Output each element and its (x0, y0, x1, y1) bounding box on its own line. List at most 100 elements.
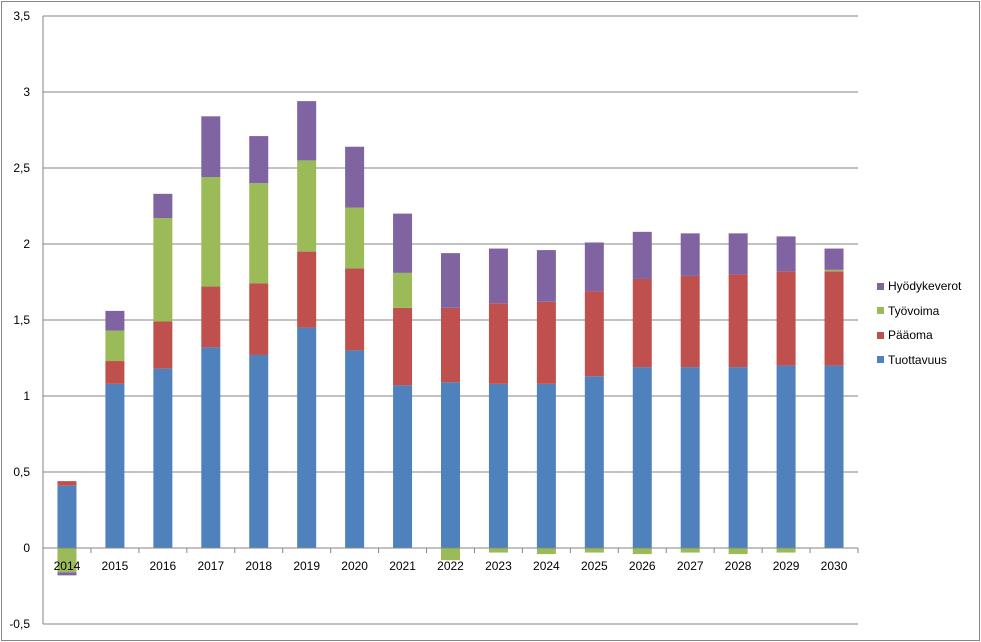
bar-segment-tuottavuus (536, 383, 556, 548)
x-tick-label: 2028 (725, 559, 752, 573)
bars (57, 101, 844, 576)
legend-item: Pääoma (877, 323, 961, 348)
bar-segment-pääoma (249, 283, 269, 355)
bar-segment-hyödykeverot (441, 253, 460, 308)
bar-segment-tuottavuus (297, 327, 317, 548)
bar-segment-työvoima (393, 272, 413, 308)
bar-segment-pääoma (536, 301, 556, 384)
bar-segment-hyödykeverot (297, 101, 317, 161)
bar-segment-tuottavuus (632, 367, 652, 548)
bar-segment-työvoima (488, 548, 508, 553)
bar-segment-pääoma (632, 278, 652, 368)
bar-segment-työvoima (201, 177, 221, 287)
bar-segment-työvoima (57, 548, 77, 573)
bar-segment-hyödykeverot (105, 310, 125, 331)
bar-segment-tuottavuus (249, 354, 269, 548)
bar-segment-hyödykeverot (345, 146, 365, 208)
bar-segment-pääoma (584, 291, 604, 377)
x-tick-label: 2022 (437, 559, 464, 573)
bar-segment-tuottavuus (201, 347, 221, 548)
bar-segment-pääoma (105, 361, 125, 384)
bar-segment-työvoima (105, 330, 125, 362)
bar-segment-työvoima (536, 548, 556, 555)
bar-segment-työvoima (824, 269, 844, 272)
bar-segment-hyödykeverot (584, 242, 604, 292)
bar-segment-hyödykeverot (776, 236, 796, 272)
legend-item: Tuottavuus (877, 348, 961, 373)
bar-segment-hyödykeverot (488, 248, 508, 304)
bar-segment-hyödykeverot (393, 213, 413, 273)
bar-segment-työvoima (249, 183, 269, 284)
x-tick-label: 2018 (245, 559, 272, 573)
x-tick-label: 2021 (389, 559, 416, 573)
x-tick-label: 2019 (293, 559, 320, 573)
x-tick-label: 2026 (629, 559, 656, 573)
legend-label: Pääoma (888, 328, 933, 343)
bar-segment-tuottavuus (57, 485, 77, 548)
bar-segment-pääoma (201, 286, 221, 348)
x-tick-label: 2014 (54, 559, 81, 573)
x-tick-label: 2024 (533, 559, 560, 573)
bar-segment-tuottavuus (105, 383, 125, 548)
x-tick-label: 2023 (485, 559, 512, 573)
y-tick-label: 0 (23, 541, 30, 555)
bar-segment-pääoma (441, 307, 460, 383)
bar-segment-pääoma (680, 275, 700, 368)
bar-segment-hyödykeverot (57, 572, 77, 576)
bar-segment-työvoima (728, 548, 748, 555)
bar-segment-hyödykeverot (153, 193, 173, 219)
x-tick-label: 2025 (581, 559, 608, 573)
bar-segment-pääoma (776, 271, 796, 366)
bar-segment-hyödykeverot (201, 116, 221, 178)
bar-segment-hyödykeverot (728, 233, 748, 275)
bar-segment-tuottavuus (728, 367, 748, 548)
bar-segment-työvoima (345, 207, 365, 269)
bar-segment-työvoima (632, 548, 652, 555)
x-tick-label: 2027 (677, 559, 704, 573)
bar-segment-pääoma (297, 251, 317, 328)
legend-swatch (877, 307, 884, 315)
y-tick-label: 2,5 (13, 161, 30, 175)
bar-segment-hyödykeverot (249, 136, 269, 184)
legend-swatch (877, 282, 884, 290)
bar-segment-tuottavuus (584, 376, 604, 548)
bar-segment-tuottavuus (153, 368, 173, 548)
legend-label: Hyödykeverot (888, 279, 962, 294)
bar-segment-hyödykeverot (824, 248, 844, 270)
x-tick-label: 2016 (150, 559, 177, 573)
y-tick-label: 1 (23, 389, 30, 403)
bar-segment-pääoma (824, 271, 844, 366)
x-tick-label: 2030 (821, 559, 848, 573)
legend: Hyödykeverot Työvoima Pääoma Tuottavuus (877, 274, 961, 372)
x-tick-label: 2020 (341, 559, 368, 573)
bar-segment-työvoima (153, 218, 173, 322)
bar-segment-pääoma (57, 481, 77, 486)
bar-segment-tuottavuus (824, 365, 844, 548)
legend-swatch (877, 331, 884, 339)
x-tick-label: 2029 (773, 559, 800, 573)
bar-segment-työvoima (776, 548, 796, 553)
legend-label: Tuottavuus (888, 352, 947, 367)
y-tick-label: 3,5 (13, 9, 30, 23)
y-tick-label: 3 (23, 85, 30, 99)
legend-label: Työvoima (888, 303, 940, 318)
y-tick-label: 1,5 (13, 313, 30, 327)
bar-segment-työvoima (584, 548, 604, 553)
bar-segment-tuottavuus (488, 383, 508, 548)
y-tick-label: -0,5 (9, 617, 30, 631)
bar-segment-tuottavuus (441, 382, 460, 548)
y-tick-label: 2 (23, 237, 30, 251)
bar-segment-pääoma (345, 268, 365, 351)
bar-segment-työvoima (441, 548, 460, 561)
bar-segment-tuottavuus (776, 365, 796, 548)
x-tick-label: 2015 (102, 559, 129, 573)
y-tick-label: 0,5 (13, 465, 30, 479)
bar-segment-hyödykeverot (536, 250, 556, 302)
bar-segment-pääoma (728, 274, 748, 368)
legend-swatch (877, 356, 884, 364)
bar-segment-tuottavuus (393, 385, 413, 548)
bar-segment-työvoima (297, 160, 317, 252)
x-tick-label: 2017 (197, 559, 224, 573)
bar-segment-pääoma (153, 321, 173, 369)
